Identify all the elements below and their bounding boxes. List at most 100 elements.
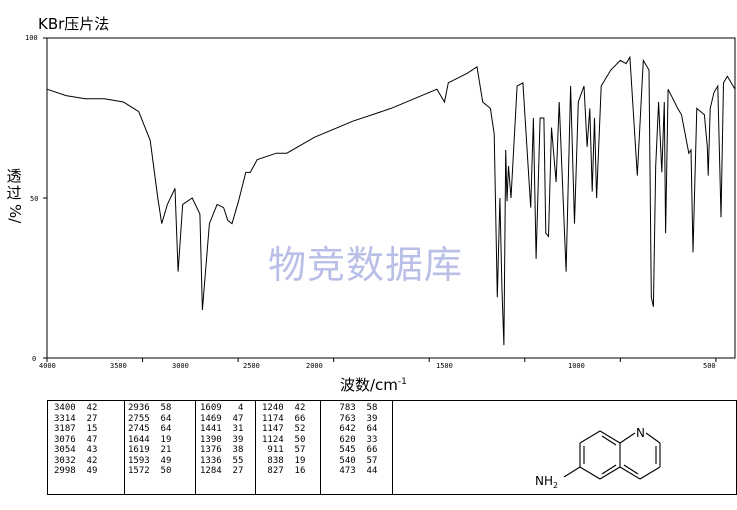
peak-wavenumber: 1174 [262,413,284,424]
peak-transmittance: 39 [221,434,244,445]
peak-wavenumber: 1593 [128,455,150,466]
peak-transmittance: 50 [283,434,306,445]
peak-entry: 545 66 [334,445,396,456]
molecular-structure: N NH2 [440,401,736,494]
peak-wavenumber: 2745 [128,424,150,434]
peak-wavenumber: 545 [334,445,356,455]
peak-transmittance: 50 [149,466,172,476]
peak-entry: 473 44 [334,466,396,477]
peak-wavenumber: 783 [334,403,356,413]
peak-wavenumber: 1572 [128,466,150,476]
peak-wavenumber: 2998 [54,466,76,476]
peak-entry: 827 16 [262,466,324,477]
peak-entry: 1124 50 [262,435,324,446]
spectrum-line [46,55,736,346]
peak-wavenumber: 838 [262,455,284,466]
peak-entry: 911 57 [262,445,324,456]
y-axis-label-char-1: 透 [6,167,22,185]
peak-transmittance: 42 [75,455,98,466]
peak-wavenumber: 473 [334,466,356,476]
peak-entry: 1572 50 [128,466,190,477]
peak-transmittance: 58 [355,403,378,413]
peak-transmittance: 57 [283,445,306,455]
y-tick-50: 50 [30,195,39,203]
peak-entry: 3032 42 [54,456,116,467]
quinoline-structure-drawing: N NH2 [535,426,661,490]
peak-transmittance: 57 [355,455,378,466]
peak-entry: 3187 15 [54,424,116,435]
peak-entry: 3400 42 [54,403,116,414]
peak-wavenumber: 620 [334,434,356,445]
peak-entry: 1240 42 [262,403,324,414]
peak-transmittance: 64 [149,424,172,434]
peak-wavenumber: 827 [262,466,284,476]
x-tick-4000: 4000 [39,362,56,370]
peak-entry: 1593 49 [128,456,190,467]
peak-transmittance: 58 [149,403,172,413]
peak-entry: 1469 47 [200,414,262,425]
peak-transmittance: 55 [221,455,244,466]
peak-entry: 1609 4 [200,403,262,414]
x-tick-2500: 2500 [243,362,260,370]
peak-entry: 3054 43 [54,445,116,456]
peak-wavenumber: 1469 [200,413,222,424]
peak-entry: 763 39 [334,414,396,425]
peak-wavenumber: 1376 [200,445,222,455]
peak-transmittance: 42 [75,403,98,413]
y-axis-unit: %/ [6,204,24,224]
peak-wavenumber: 3076 [54,434,76,445]
axis-ticks [43,37,717,362]
peak-entry: 1619 21 [128,445,190,456]
peak-transmittance: 4 [221,403,244,413]
peak-entry: 2998 49 [54,466,116,477]
peak-entry: 1644 19 [128,435,190,446]
ir-spectrum-chart [43,37,736,362]
peak-entry: 2745 64 [128,424,190,435]
peak-transmittance: 47 [75,434,98,445]
peak-entry: 2755 64 [128,414,190,425]
amino-group-text: NH [535,474,553,488]
peak-wavenumber: 2755 [128,413,150,424]
peak-transmittance: 66 [283,413,306,424]
peak-entry: 1284 27 [200,466,262,477]
peak-column-3: 1609 4 1469 47 1441 31 1390 39 1376 38 1336 5… [200,403,262,492]
peak-transmittance: 33 [355,434,378,445]
y-axis-label: 透 过 %/ [6,167,24,224]
peak-wavenumber: 1619 [128,445,150,455]
peak-transmittance: 19 [283,455,306,466]
column-divider [195,401,196,494]
peak-entry: 1390 39 [200,435,262,446]
peak-transmittance: 16 [283,466,306,476]
peak-wavenumber: 1147 [262,424,284,434]
peak-column-1: 3400 42 3314 27 3187 15 3076 47 3054 43 3032 … [54,403,116,492]
x-tick-3000: 3000 [172,362,189,370]
peak-entry: 1336 55 [200,456,262,467]
peak-wavenumber: 1441 [200,424,222,434]
peak-wavenumber: 1609 [200,403,222,413]
peak-transmittance: 52 [283,424,306,434]
peak-wavenumber: 3314 [54,413,76,424]
peak-entry: 620 33 [334,435,396,446]
peak-wavenumber: 3054 [54,445,76,455]
peak-wavenumber: 1284 [200,466,222,476]
peak-entry: 1147 52 [262,424,324,435]
peak-wavenumber: 3187 [54,424,76,434]
x-tick-2000: 2000 [306,362,323,370]
column-divider [392,401,393,494]
amino-group-label: NH2 [535,474,558,490]
peak-transmittance: 27 [75,413,98,424]
page-title: KBr压片法 [38,15,110,33]
peak-column-4: 1240 42 1174 66 1147 52 1124 50 911 57 838 … [262,403,324,492]
peak-wavenumber: 3400 [54,403,76,413]
x-axis-label: 波数/cm-1 [340,374,407,395]
watermark: 物竞数据库 [268,243,464,287]
peak-transmittance: 64 [355,424,378,434]
peak-entry: 1174 66 [262,414,324,425]
x-tick-500: 500 [703,362,716,370]
peak-wavenumber: 1644 [128,434,150,445]
peak-transmittance: 49 [75,466,98,476]
x-tick-3500: 3500 [110,362,127,370]
peak-column-2: 2936 58 2755 64 2745 64 1644 19 1619 21 1593 … [128,403,190,492]
peak-transmittance: 44 [355,466,378,476]
column-divider [320,401,321,494]
